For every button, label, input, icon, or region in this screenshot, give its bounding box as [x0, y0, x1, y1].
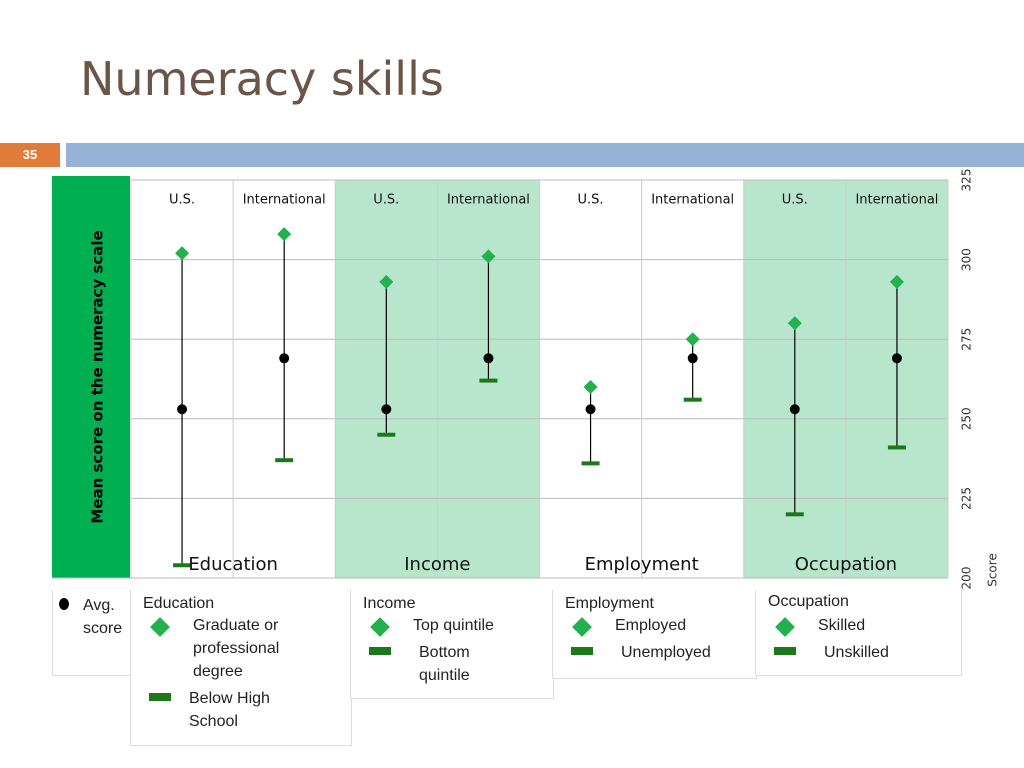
low-marker	[581, 461, 600, 466]
column-label: U.S.	[373, 193, 399, 208]
legend-box: Employment Employed Unemployed	[552, 590, 757, 679]
legend-high-marker	[572, 617, 592, 637]
y-axis-label: Score	[986, 553, 1000, 587]
legend-high-label: Employed	[615, 617, 687, 634]
low-marker	[785, 512, 804, 517]
avg-marker	[279, 353, 290, 364]
legend-box: Occupation Skilled Unskilled	[755, 590, 962, 676]
y-label-box	[52, 176, 130, 578]
column-label: International	[447, 193, 530, 208]
legend-high-label: Graduate or professional degree	[193, 617, 280, 680]
column-label: U.S.	[782, 193, 808, 208]
legend-avg-label: Avg. score	[83, 597, 123, 637]
y-tick-label: 325	[960, 169, 974, 192]
legend-box: Income Top quintile Bottom quintile	[350, 590, 554, 699]
high-marker	[379, 274, 394, 289]
high-marker	[175, 246, 190, 261]
legend-group-title: Occupation	[768, 593, 849, 610]
y-axis-title: Mean score on the numeracy scale	[89, 230, 107, 523]
legend-low-label: Unskilled	[824, 644, 889, 661]
high-marker	[685, 332, 700, 347]
avg-marker	[585, 404, 596, 415]
low-marker	[377, 432, 396, 437]
group-label: Education	[188, 554, 278, 575]
legend-group-title: Income	[363, 595, 416, 612]
legend-low-marker	[369, 647, 391, 655]
column-label: U.S.	[169, 193, 195, 208]
header-bar	[66, 143, 1024, 167]
low-marker	[173, 563, 192, 568]
y-tick-label: 250	[960, 407, 974, 430]
legend-high-label: Top quintile	[413, 617, 494, 634]
high-marker	[889, 274, 904, 289]
avg-marker	[177, 404, 188, 415]
high-marker	[787, 316, 802, 331]
legend-box: Avg. score	[52, 590, 132, 676]
avg-marker	[891, 353, 902, 364]
y-tick-label: 200	[960, 567, 974, 590]
legend-low-marker	[571, 647, 593, 655]
legend-group-title: Education	[143, 595, 215, 612]
legend-high-label: Skilled	[818, 617, 866, 634]
low-marker	[887, 445, 906, 450]
slide-title: Numeracy skills	[80, 52, 444, 106]
column-label: U.S.	[578, 193, 604, 208]
avg-marker	[789, 404, 800, 415]
group-label: Income	[404, 554, 470, 575]
y-tick-label: 275	[960, 328, 974, 351]
legend-high-marker	[775, 617, 795, 637]
legend-low-label: Bottom quintile	[419, 644, 470, 684]
low-marker	[479, 378, 498, 383]
legend-box: Education Graduate or professional degree…	[130, 590, 352, 746]
high-marker	[277, 227, 292, 242]
y-tick-label: 225	[960, 487, 974, 510]
legend-low-marker	[149, 693, 171, 701]
avg-marker	[381, 404, 392, 415]
group-label: Occupation	[795, 554, 897, 575]
high-marker	[481, 249, 496, 264]
avg-marker	[483, 353, 494, 364]
column-label: International	[855, 193, 938, 208]
legend-high-marker	[150, 617, 170, 637]
legend-avg-marker	[59, 598, 69, 610]
legend-low-marker	[774, 647, 796, 655]
slide-number: 35	[0, 143, 60, 167]
high-marker	[583, 379, 598, 394]
y-tick-label: 300	[960, 248, 974, 271]
low-marker	[275, 458, 294, 463]
legend-high-marker	[370, 617, 390, 637]
legend-low-label: Unemployed	[621, 644, 711, 661]
group-label: Employment	[585, 554, 699, 575]
column-label: International	[651, 193, 734, 208]
legend-group-title: Employment	[565, 595, 654, 612]
legend-low-label: Below High School	[189, 690, 270, 730]
low-marker	[683, 397, 702, 402]
column-label: International	[243, 193, 326, 208]
avg-marker	[687, 353, 698, 364]
